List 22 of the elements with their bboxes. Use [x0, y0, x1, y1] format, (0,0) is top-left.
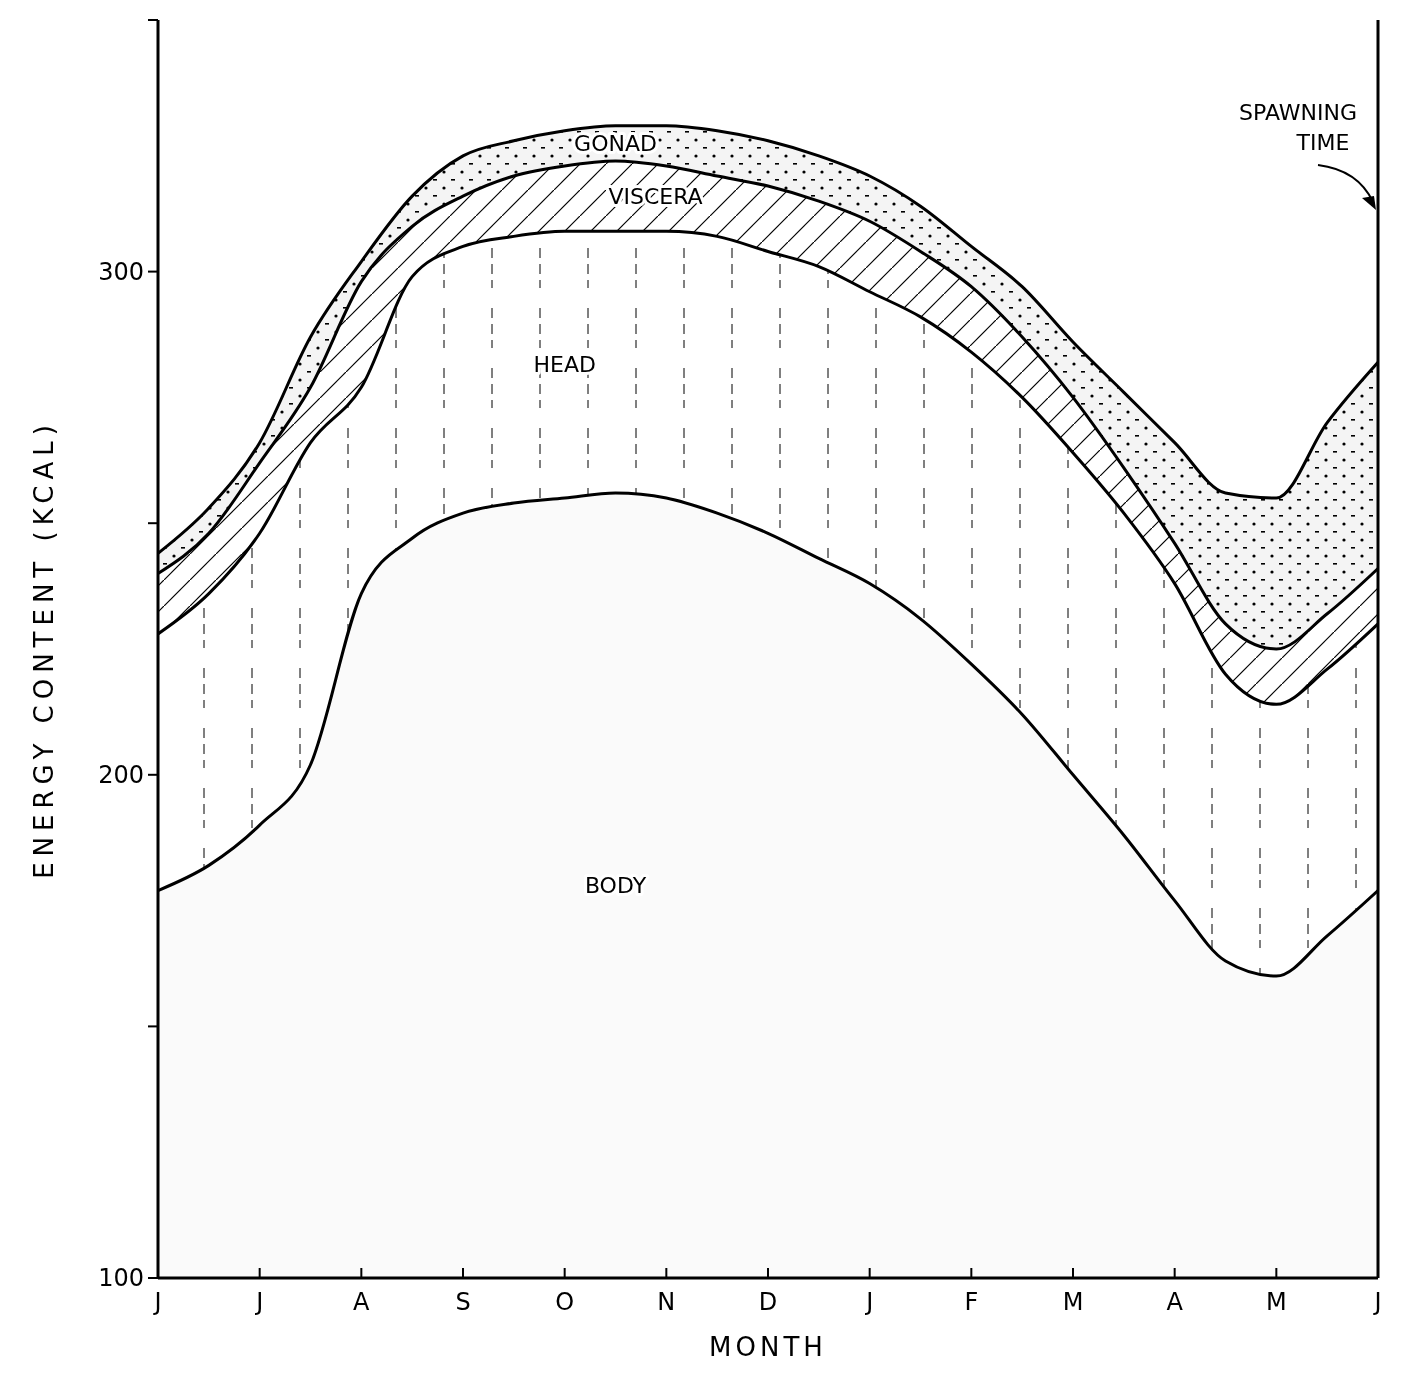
x-tick-label: F — [964, 1288, 979, 1316]
x-tick-label: D — [758, 1288, 778, 1316]
x-tick-label: A — [1166, 1288, 1184, 1316]
x-tick-label: M — [1265, 1288, 1287, 1316]
y-tick-label: 300 — [98, 258, 144, 286]
y-axis-title: ENERGY CONTENT (KCAL) — [29, 419, 59, 879]
x-tick-label: J — [152, 1288, 162, 1316]
y-tick-label: 200 — [98, 761, 144, 790]
x-tick-label: J — [864, 1288, 874, 1316]
x-tick-label: J — [1372, 1288, 1382, 1316]
x-tick-label: M — [1062, 1288, 1084, 1316]
annotation: SPAWNING TIME — [1239, 100, 1357, 155]
y-tick-label: 100 — [98, 1264, 144, 1293]
x-tick-label: N — [657, 1288, 676, 1316]
x-axis-title: MONTH — [709, 1332, 827, 1362]
x-tick-label: S — [455, 1288, 471, 1316]
x-tick-label: A — [353, 1288, 371, 1316]
series-label: GONAD — [574, 130, 657, 156]
series-label: BODY — [584, 873, 647, 899]
x-tick-label: O — [555, 1288, 575, 1316]
x-tick-label: J — [254, 1288, 264, 1316]
series-label: HEAD — [533, 352, 596, 378]
